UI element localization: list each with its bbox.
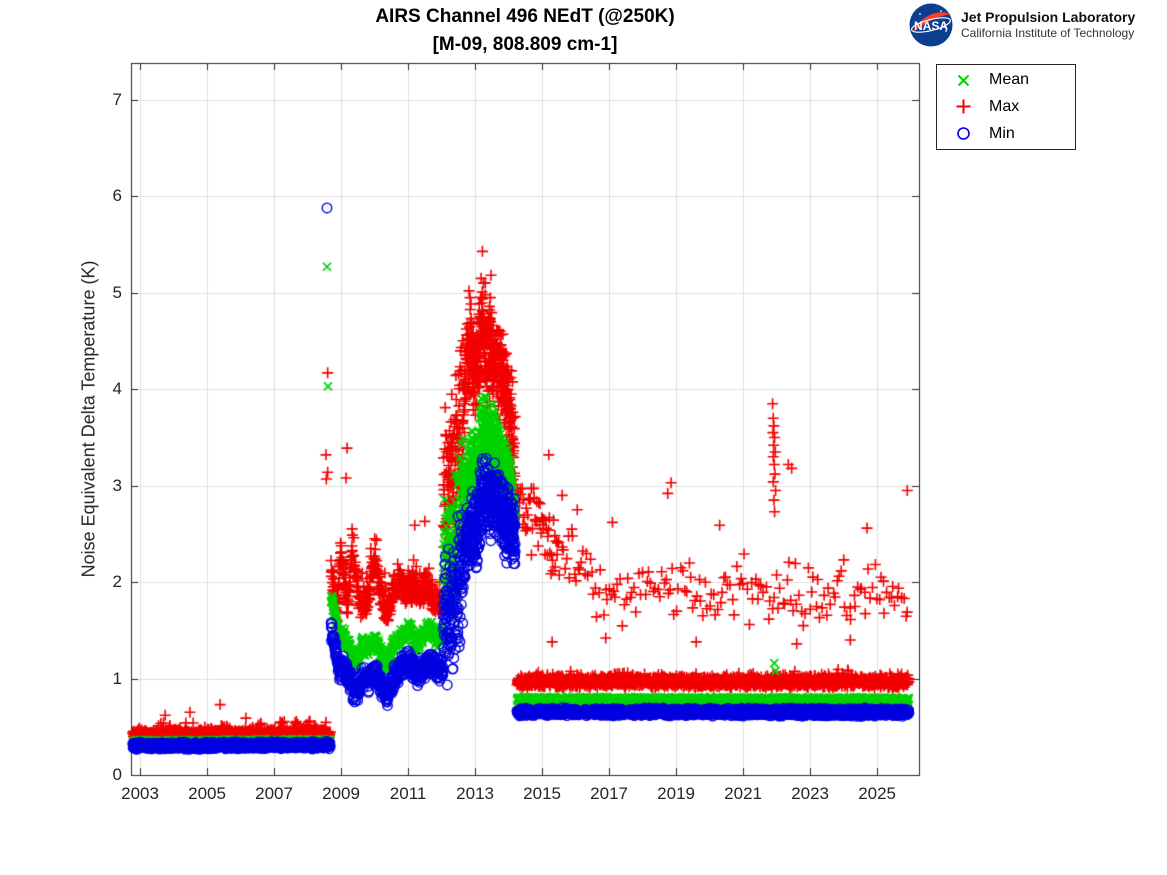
y-tick-label: 6 [112, 186, 122, 206]
x-marker-glyph [957, 74, 969, 87]
jpl-name: Jet Propulsion Laboratory [961, 9, 1136, 25]
legend-label-mean: Mean [989, 71, 1030, 89]
x-tick-label: 2023 [791, 784, 830, 803]
y-tick-label: 2 [112, 572, 122, 592]
x-tick-label: 2007 [255, 784, 293, 803]
x-tick-label: 2003 [121, 784, 159, 803]
plus-marker-icon [937, 98, 989, 115]
x-tick-label: 2009 [322, 784, 360, 803]
x-tick-label: 2021 [724, 784, 762, 803]
title-line2: [M-09, 808.809 cm-1] [432, 34, 618, 55]
x-tick-label: 2005 [188, 784, 226, 803]
x-tick-label: 2013 [456, 784, 494, 803]
x-tick-label: 2017 [590, 784, 628, 803]
y-tick-label: 7 [112, 89, 122, 109]
title-line1: AIRS Channel 496 NEdT (@250K) [375, 6, 675, 27]
y-tick-label: 4 [112, 379, 122, 399]
x-marker-icon [937, 72, 989, 89]
nasa-wordmark: NASA [914, 19, 948, 33]
chart-title: AIRS Channel 496 NEdT (@250K) [M-09, 808… [131, 3, 919, 59]
x-tick-label: 2019 [657, 784, 695, 803]
legend-label-min: Min [989, 124, 1015, 142]
plus-marker-glyph [956, 99, 970, 114]
circle-marker-icon [937, 125, 989, 142]
y-axis-label: Noise Equivalent Delta Temperature (K) [78, 260, 99, 578]
y-tick-label: 0 [112, 765, 122, 784]
jpl-logo: NASA Jet Propulsion Laboratory Californi… [908, 2, 1135, 48]
y-tick-label: 1 [112, 668, 122, 688]
nasa-meatball-icon: NASA [909, 3, 953, 47]
circle-marker-glyph [956, 127, 970, 140]
x-tick-label: 2015 [523, 784, 561, 803]
x-tick-label: 2011 [389, 784, 427, 803]
x-tick-label: 2025 [858, 784, 897, 803]
y-tick-label: 3 [112, 475, 122, 495]
y-tick-label: 5 [112, 282, 122, 302]
legend-item-mean: Mean [937, 68, 1075, 92]
legend-label-max: Max [989, 97, 1020, 115]
legend-item-min: Min [937, 122, 1075, 146]
caltech-name: California Institute of Technology [961, 26, 1135, 40]
jpl-logo-text: Jet Propulsion Laboratory California Ins… [961, 9, 1135, 41]
legend: Mean Max Min [936, 64, 1076, 150]
legend-item-max: Max [937, 95, 1075, 119]
